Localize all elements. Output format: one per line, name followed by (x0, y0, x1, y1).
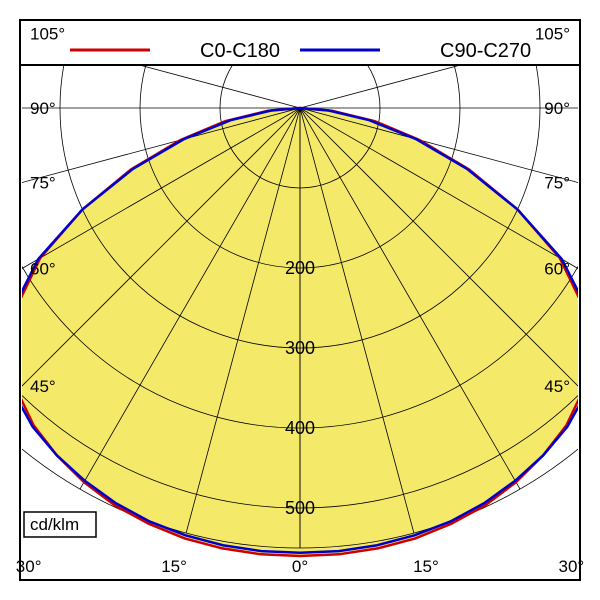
angle-label-bottom: 30° (558, 557, 584, 576)
angle-label-bottom: 30° (16, 557, 42, 576)
angle-label-bottom: 0° (292, 557, 308, 576)
angle-label-left: 75° (30, 173, 56, 192)
legend-label: C90-C270 (440, 40, 531, 62)
legend-label: C0-C180 (200, 40, 280, 62)
polar-chart-container: 200 300 400 500 105° 105° 90° 90° 75° 75° 60° 60° 45… (0, 0, 600, 600)
unit-label: cd/klm (30, 515, 79, 534)
radial-label: 300 (285, 338, 315, 358)
radial-label: 500 (285, 498, 315, 518)
angle-label-bottom: 15° (413, 557, 439, 576)
radial-label: 400 (285, 418, 315, 438)
polar-chart-svg: 200 300 400 500 105° 105° 90° 90° 75° 75° 60° 60° 45… (0, 0, 600, 600)
angle-label-left: 45° (30, 377, 56, 396)
angle-label-left: 60° (30, 260, 56, 279)
angle-label-right: 45° (544, 377, 570, 396)
radial-label: 200 (285, 258, 315, 278)
angle-label-right: 90° (544, 99, 570, 118)
angle-label-left: 90° (30, 99, 56, 118)
angle-label-right: 60° (544, 260, 570, 279)
angle-label-right: 105° (535, 25, 570, 44)
angle-label-right: 75° (544, 173, 570, 192)
angle-label-left: 105° (30, 25, 65, 44)
angle-label-bottom: 15° (161, 557, 187, 576)
